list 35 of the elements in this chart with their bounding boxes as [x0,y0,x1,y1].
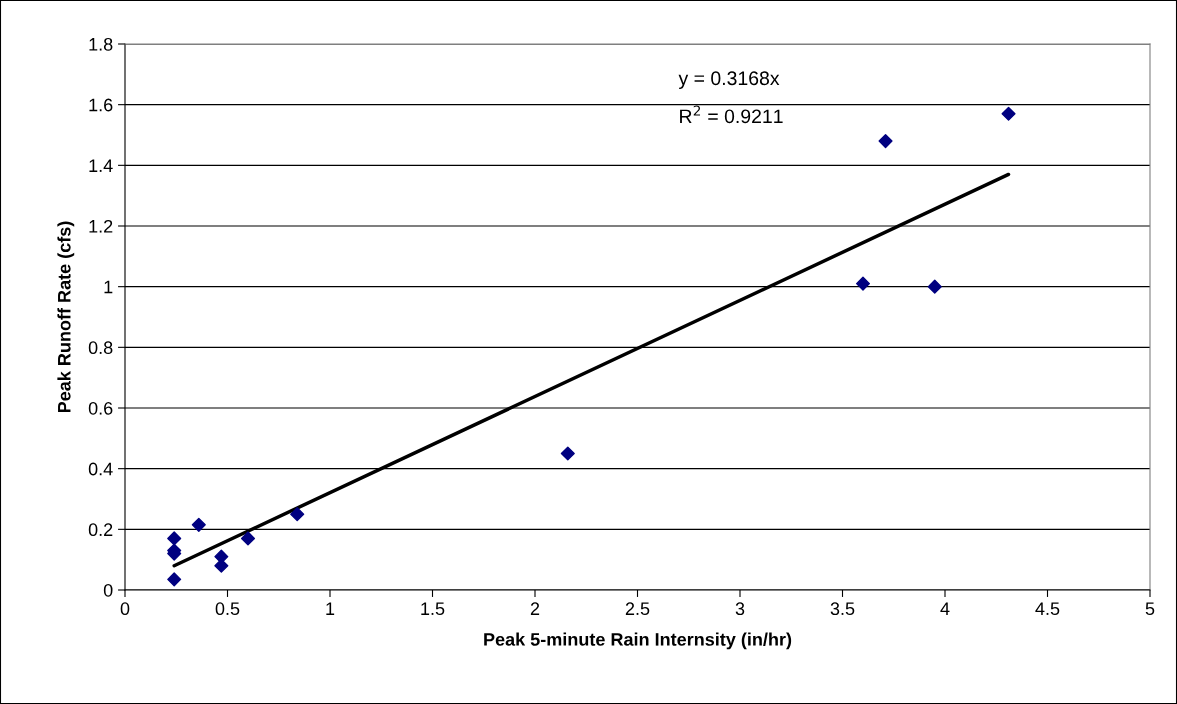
y-tick-label: 1 [104,280,113,294]
y-tick-label: 0.6 [88,401,113,415]
y-tick-label: 1.6 [89,98,113,112]
y-tick-label: 0.2 [88,523,113,537]
point [878,134,893,149]
annotation: R$^{2}$ = 0.9211 [680,105,783,124]
x-axis-title: Peak 5-minute Rain Internsity (in/hr) [484,632,792,650]
point [167,531,182,546]
x-tick-label: 5 [1145,602,1155,616]
point [290,507,305,522]
x-tick-label: 3 [735,602,745,616]
y-tick-label: 0 [103,583,113,597]
annotation: y = 0.3168x [678,71,780,89]
point [191,517,206,532]
y-axis-title: Peak Runoff Rate (cfs) [57,221,75,413]
x-tick-label: 0 [120,602,130,616]
x-tick-label: 4.5 [1035,602,1060,616]
x-tick-label: 3.5 [830,602,855,616]
point [560,446,575,461]
x-tick-label: 1 [326,602,335,615]
point [927,279,942,294]
y-tick-label: 1.2 [89,219,113,233]
y-tick-label: 0.8 [88,341,113,355]
point [1001,106,1016,121]
point [240,531,256,546]
x-tick-label: 4 [940,602,950,615]
point [855,276,871,291]
point [167,572,182,587]
x-tick-label: 0.5 [215,602,240,616]
y-tick-label: 0.4 [88,462,113,476]
x-tick-label: 2.5 [625,602,650,616]
x-tick-label: 2 [530,602,540,615]
x-tick-label: 1.5 [421,602,445,616]
y-tick-label: 1.8 [89,37,113,51]
y-tick-label: 1.4 [89,159,113,172]
